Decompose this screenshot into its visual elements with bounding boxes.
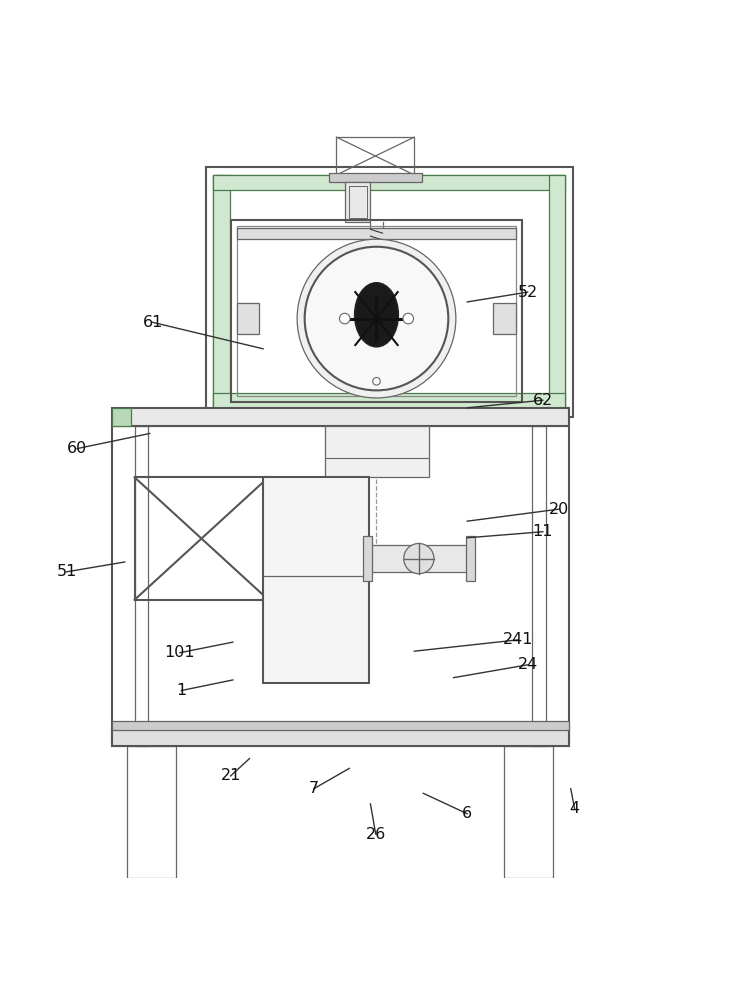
Bar: [112, 426, 569, 746]
Bar: [237, 226, 516, 396]
Text: 26: 26: [366, 827, 386, 842]
Bar: [213, 175, 565, 409]
Bar: [466, 536, 475, 581]
Circle shape: [297, 239, 456, 398]
Text: 4: 4: [569, 801, 580, 816]
Bar: [349, 186, 367, 218]
Text: 6: 6: [462, 806, 472, 821]
Bar: [213, 175, 565, 190]
Text: 24: 24: [518, 657, 538, 672]
Text: 62: 62: [533, 393, 553, 408]
Bar: [369, 545, 469, 572]
Text: 101: 101: [165, 645, 195, 660]
Circle shape: [305, 247, 448, 390]
Text: 1: 1: [176, 683, 187, 698]
Text: 7: 7: [308, 781, 319, 796]
Text: 21: 21: [221, 768, 240, 783]
Bar: [231, 220, 522, 402]
Bar: [325, 426, 429, 477]
Bar: [213, 175, 230, 409]
Bar: [112, 408, 569, 426]
Bar: [206, 167, 573, 417]
Bar: [237, 303, 259, 334]
Bar: [213, 393, 565, 409]
Text: 60: 60: [67, 441, 87, 456]
Ellipse shape: [355, 283, 398, 347]
Text: 61: 61: [143, 315, 163, 330]
Text: 51: 51: [57, 564, 76, 579]
Bar: [135, 477, 268, 600]
Bar: [345, 182, 370, 222]
Bar: [336, 137, 414, 175]
Bar: [504, 746, 553, 878]
Bar: [549, 175, 565, 409]
Text: 20: 20: [550, 502, 569, 517]
Circle shape: [404, 543, 434, 574]
Text: 52: 52: [518, 285, 538, 300]
Bar: [112, 729, 569, 746]
Bar: [363, 536, 372, 581]
Bar: [329, 173, 422, 182]
Bar: [112, 408, 131, 426]
Bar: [127, 746, 176, 878]
Bar: [237, 228, 516, 239]
Bar: [263, 477, 369, 683]
Bar: [493, 303, 516, 334]
Text: 11: 11: [532, 524, 553, 539]
Circle shape: [403, 313, 414, 324]
Bar: [135, 426, 148, 746]
Bar: [112, 721, 569, 730]
Circle shape: [339, 313, 350, 324]
Circle shape: [373, 378, 380, 385]
Bar: [532, 426, 546, 746]
Text: 241: 241: [503, 632, 533, 647]
